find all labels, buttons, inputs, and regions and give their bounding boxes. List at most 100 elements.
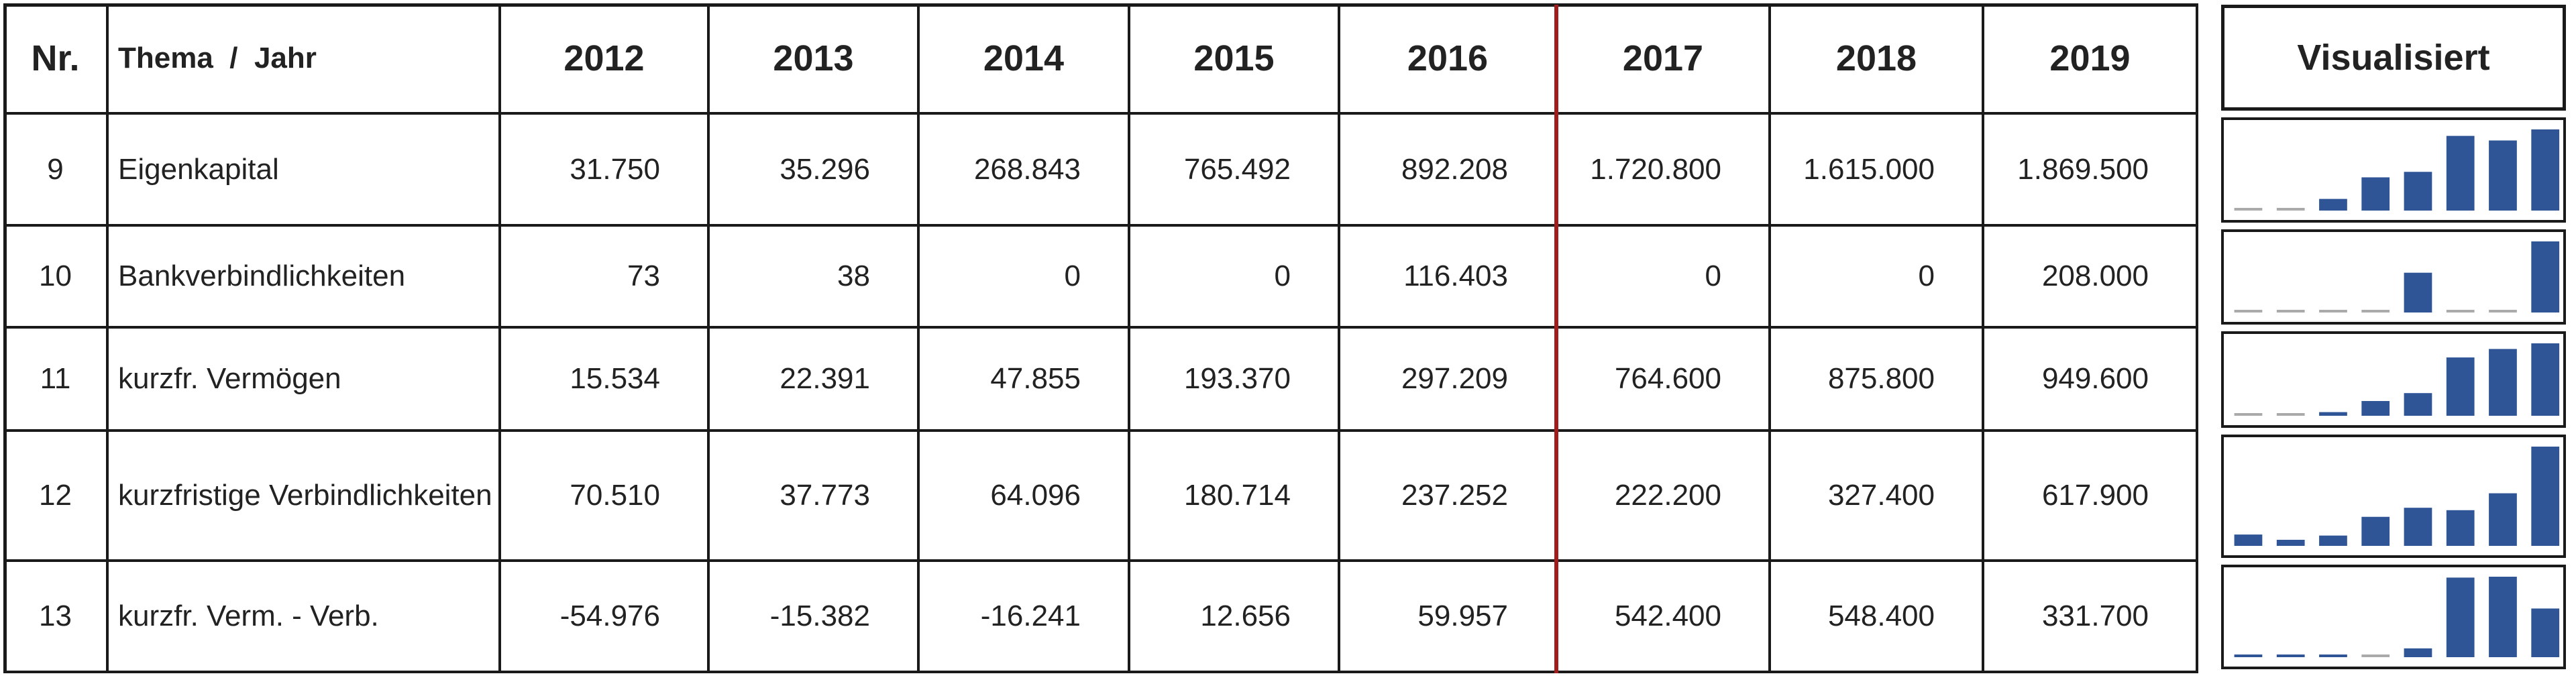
header-year: 2016 bbox=[1340, 5, 1558, 115]
value-cell-text: 1.615.000 bbox=[1803, 152, 1935, 186]
value-cell: 47.855 bbox=[920, 329, 1130, 432]
value-cell: 15.534 bbox=[501, 329, 710, 432]
value-cell: 59.957 bbox=[1340, 562, 1558, 673]
spark-bar bbox=[2404, 508, 2432, 546]
value-cell: 765.492 bbox=[1130, 115, 1340, 227]
value-cell: 297.209 bbox=[1340, 329, 1558, 432]
spark-bar bbox=[2489, 140, 2517, 211]
value-cell: 892.208 bbox=[1340, 115, 1558, 227]
value-cell: 542.400 bbox=[1558, 562, 1771, 673]
value-cell-text: 116.403 bbox=[1403, 260, 1508, 293]
value-cell: 64.096 bbox=[920, 432, 1130, 562]
spark-bar bbox=[2276, 208, 2305, 211]
header-topic-text: Thema / Jahr bbox=[118, 42, 317, 75]
header-nr: Nr. bbox=[5, 5, 109, 115]
value-cell-text: -54.976 bbox=[559, 600, 660, 633]
value-cell-text: 237.252 bbox=[1401, 479, 1508, 512]
spark-bar bbox=[2489, 310, 2517, 312]
spark-bar bbox=[2319, 310, 2347, 312]
spark-bar bbox=[2234, 413, 2263, 416]
value-cell-text: 73 bbox=[627, 260, 660, 293]
value-cell-text: 180.714 bbox=[1183, 479, 1291, 512]
row-nr-text: 11 bbox=[40, 362, 71, 396]
row-label-text: kurzfr. Vermögen bbox=[118, 362, 341, 396]
sparkline bbox=[2221, 229, 2566, 325]
value-cell-text: 542.400 bbox=[1614, 600, 1721, 633]
header-year-text: 2014 bbox=[983, 38, 1065, 78]
spark-bar bbox=[2234, 654, 2263, 657]
header-year-text: 2019 bbox=[2049, 38, 2131, 78]
spark-bar bbox=[2446, 357, 2475, 416]
value-cell-text: 0 bbox=[1064, 260, 1081, 293]
table-frame bbox=[3, 3, 2198, 673]
spark-bar bbox=[2361, 177, 2390, 211]
value-cell: 949.600 bbox=[1984, 329, 2198, 432]
value-cell-text: 949.600 bbox=[2041, 362, 2149, 396]
value-cell: 331.700 bbox=[1984, 562, 2198, 673]
row-nr: 9 bbox=[5, 115, 109, 227]
header-year-text: 2016 bbox=[1407, 38, 1489, 78]
value-cell-text: 47.855 bbox=[990, 362, 1081, 396]
spark-bar bbox=[2319, 535, 2347, 546]
value-cell: -15.382 bbox=[710, 562, 920, 673]
header-year: 2019 bbox=[1984, 5, 2198, 115]
sparkline bbox=[2221, 331, 2566, 428]
spark-bar bbox=[2361, 401, 2390, 416]
spark-bar bbox=[2446, 310, 2475, 312]
header-visual: Visualisiert bbox=[2221, 5, 2566, 111]
row-nr: 10 bbox=[5, 227, 109, 329]
header-year: 2014 bbox=[920, 5, 1130, 115]
value-cell: 73 bbox=[501, 227, 710, 329]
header-topic: Thema / Jahr bbox=[109, 5, 501, 115]
value-cell: 208.000 bbox=[1984, 227, 2198, 329]
value-cell: 327.400 bbox=[1771, 432, 1984, 562]
value-cell: 31.750 bbox=[501, 115, 710, 227]
value-cell: 1.869.500 bbox=[1984, 115, 2198, 227]
spark-bar bbox=[2404, 393, 2432, 416]
value-cell-text: 764.600 bbox=[1614, 362, 1721, 396]
row-nr-text: 10 bbox=[39, 260, 72, 293]
separator-line bbox=[1554, 5, 1558, 673]
value-cell: 35.296 bbox=[710, 115, 920, 227]
value-cell-text: 875.800 bbox=[1827, 362, 1935, 396]
spark-bar bbox=[2234, 534, 2263, 546]
spark-bar bbox=[2531, 343, 2560, 416]
value-cell-text: 35.296 bbox=[780, 152, 870, 186]
value-cell: 180.714 bbox=[1130, 432, 1340, 562]
header-nr-text: Nr. bbox=[31, 38, 80, 78]
spark-bar bbox=[2531, 447, 2560, 546]
value-cell-text: 193.370 bbox=[1183, 362, 1291, 396]
value-cell-text: 208.000 bbox=[2041, 260, 2149, 293]
value-cell: 764.600 bbox=[1558, 329, 1771, 432]
value-cell-text: 1.869.500 bbox=[2017, 152, 2149, 186]
row-nr-text: 13 bbox=[39, 600, 72, 633]
value-cell: 548.400 bbox=[1771, 562, 1984, 673]
value-cell: 0 bbox=[1130, 227, 1340, 329]
header-year: 2017 bbox=[1558, 5, 1771, 115]
value-cell-text: 12.656 bbox=[1200, 600, 1291, 633]
row-label-text: Eigenkapital bbox=[118, 152, 279, 186]
spark-bar bbox=[2319, 198, 2347, 211]
spark-bar bbox=[2531, 608, 2560, 657]
row-label-text: Bankverbindlichkeiten bbox=[118, 260, 406, 293]
header-year-text: 2012 bbox=[564, 38, 645, 78]
value-cell-text: 59.957 bbox=[1417, 600, 1508, 633]
value-cell-text: 22.391 bbox=[780, 362, 870, 396]
spark-bar bbox=[2404, 272, 2432, 312]
value-cell-text: 268.843 bbox=[973, 152, 1081, 186]
row-nr-text: 12 bbox=[39, 479, 72, 512]
spark-bar bbox=[2446, 510, 2475, 546]
value-cell-text: 38 bbox=[837, 260, 870, 293]
value-cell: 0 bbox=[920, 227, 1130, 329]
value-cell-text: 0 bbox=[1918, 260, 1935, 293]
value-cell: 193.370 bbox=[1130, 329, 1340, 432]
value-cell: 0 bbox=[1771, 227, 1984, 329]
value-cell: 22.391 bbox=[710, 329, 920, 432]
header-year-text: 2015 bbox=[1193, 38, 1275, 78]
spark-bar bbox=[2446, 577, 2475, 657]
value-cell-text: 297.209 bbox=[1401, 362, 1508, 396]
value-cell-text: 548.400 bbox=[1827, 600, 1935, 633]
value-cell: 70.510 bbox=[501, 432, 710, 562]
value-cell-text: 1.720.800 bbox=[1590, 152, 1721, 186]
